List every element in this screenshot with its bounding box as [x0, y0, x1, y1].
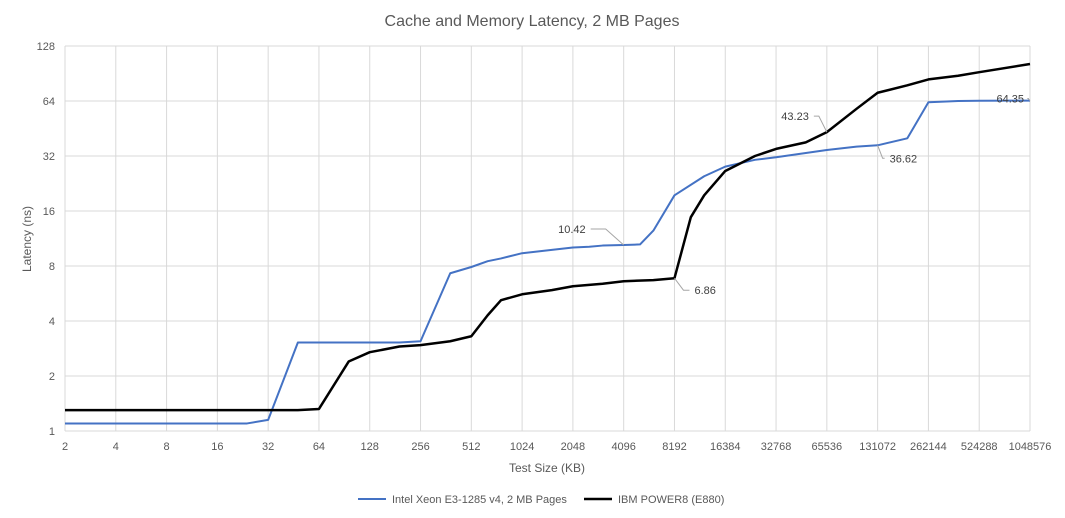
series-line-power8 [65, 62, 1031, 412]
y-tick-label: 32 [43, 151, 55, 163]
x-tick-label: 2 [62, 441, 68, 453]
annotation-leader [590, 228, 625, 246]
legend-label-power8: IBM POWER8 (E880) [618, 494, 724, 506]
x-tick-label: 4 [113, 441, 119, 453]
series-layer [65, 62, 1031, 425]
x-tick-label: 512 [462, 441, 480, 453]
x-tick-label: 256 [411, 441, 429, 453]
x-tick-label: 1048576 [1009, 441, 1052, 453]
annotation-leader [674, 277, 690, 291]
x-axis-label: Test Size (KB) [509, 461, 585, 475]
data-label: 43.23 [781, 111, 809, 123]
x-tick-label: 16384 [710, 441, 741, 453]
data-label: 64.35 [996, 94, 1024, 106]
x-tick-label: 8192 [662, 441, 686, 453]
annotation-leader [877, 145, 885, 159]
y-tick-label: 2 [49, 371, 55, 383]
y-tick-label: 128 [37, 41, 55, 53]
x-tick-label: 16 [211, 441, 223, 453]
legend-label-intel: Intel Xeon E3-1285 v4, 2 MB Pages [392, 494, 567, 506]
x-tick-label: 32768 [761, 441, 792, 453]
y-tick-label: 64 [43, 96, 55, 108]
y-tick-label: 4 [49, 316, 55, 328]
y-tick-label: 1 [49, 426, 55, 438]
x-tick-label: 4096 [611, 441, 635, 453]
x-tick-label: 524288 [961, 441, 998, 453]
chart-title: Cache and Memory Latency, 2 MB Pages [385, 13, 680, 30]
y-tick-label: 8 [49, 261, 55, 273]
y-axis-label: Latency (ns) [20, 206, 34, 272]
annotation-layer: 10.42 6.86 43.23 36.62 64.35 [558, 94, 1031, 297]
x-tick-label: 2048 [561, 441, 585, 453]
series-line-intel [65, 99, 1031, 425]
x-tick-label: 65536 [812, 441, 843, 453]
tick-layer: 2 4 8 16 32 64 128 256 512 1024 2048 4096 8192 16384 3… [37, 41, 1052, 453]
x-tick-label: 262144 [910, 441, 947, 453]
x-tick-label: 64 [313, 441, 325, 453]
legend: Intel Xeon E3-1285 v4, 2 MB Pages IBM PO… [358, 494, 724, 506]
x-tick-label: 32 [262, 441, 274, 453]
data-label: 36.62 [890, 153, 918, 165]
data-label: 6.86 [694, 285, 715, 297]
annotation-leader [1026, 98, 1031, 101]
x-tick-label: 128 [361, 441, 379, 453]
data-label: 10.42 [558, 224, 586, 236]
grid-layer [64, 45, 1031, 432]
x-tick-label: 1024 [510, 441, 534, 453]
x-tick-label: 131072 [859, 441, 896, 453]
annotation-leader [813, 115, 828, 133]
y-tick-label: 16 [43, 206, 55, 218]
x-tick-label: 8 [164, 441, 170, 453]
